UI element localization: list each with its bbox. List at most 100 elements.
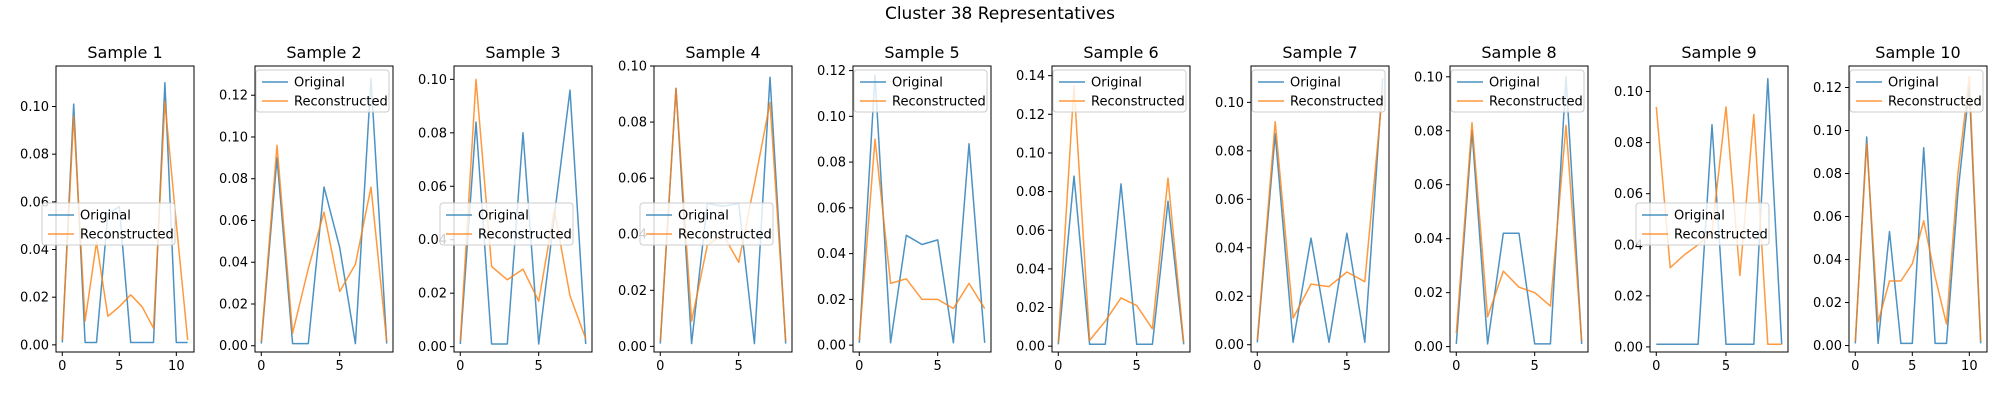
y-tick-label: 0.12 — [1813, 81, 1842, 96]
legend-label: Reconstructed — [294, 95, 388, 110]
y-tick-label: 0.04 — [817, 247, 846, 262]
legend-label: Original — [478, 209, 529, 224]
x-tick-label: 5 — [115, 359, 123, 374]
chart-panel-9: Sample 90.000.020.040.060.080.100 5Origin… — [1614, 43, 1789, 374]
y-tick-label: 0.00 — [1813, 339, 1842, 354]
y-tick-label: 0.06 — [1016, 224, 1045, 239]
legend-box — [439, 202, 574, 246]
legend: Original Reconstructed — [255, 69, 390, 113]
legend: Original Reconstructed — [1052, 69, 1187, 113]
legend-label: Reconstructed — [80, 228, 174, 243]
x-tick-label: 5 — [1133, 359, 1141, 374]
y-tick-label: 0.10 — [618, 60, 647, 75]
y-tick-label: 0.00 — [20, 338, 49, 353]
chart-panel-1: Sample 10.000.020.040.060.080.100 5 10Orig… — [20, 43, 195, 374]
legend-label: Reconstructed — [1888, 95, 1982, 110]
legend-label: Original — [1290, 76, 1341, 91]
y-tick-label: 0.04 — [1414, 232, 1443, 247]
series-line-original — [459, 89, 587, 345]
legend-label: Reconstructed — [1290, 95, 1384, 110]
chart-title: Sample 5 — [884, 43, 959, 62]
y-tick-label: 0.08 — [219, 172, 248, 187]
x-tick-label: 5 — [735, 359, 743, 374]
chart-panel-7: Sample 7 0.00 0.02 0.04 0.06 0.08 0.10 0 5 Origin… — [1215, 43, 1390, 374]
legend-box — [639, 202, 774, 246]
x-tick-label: 0 — [1652, 359, 1660, 374]
legend-box — [853, 69, 988, 113]
x-tick-label: 0 — [1452, 359, 1460, 374]
y-tick-label: 0.06 — [418, 180, 447, 195]
x-tick-label: 0 — [1851, 359, 1859, 374]
series-line-original — [1057, 175, 1185, 346]
series-line-reconstructed — [459, 78, 587, 342]
y-tick-label: 0.06 — [618, 172, 647, 187]
x-tick-label: 0 — [58, 359, 66, 374]
legend-box — [1251, 69, 1386, 113]
y-tick-label: 0.00 — [1016, 340, 1045, 355]
axes-frame — [1449, 65, 1589, 353]
y-tick-label: 0.00 — [1614, 340, 1643, 355]
y-tick-label: 0.06 — [1414, 178, 1443, 193]
y-tick-label: 0.08 — [20, 148, 49, 163]
chart-panel-6: Sample 6 0.00 0.02 0.04 0.06 0.08 0.10 0.12 0.14… — [1016, 43, 1191, 374]
legend-label: Reconstructed — [1091, 95, 1185, 110]
y-tick-label: 0.06 — [817, 201, 846, 216]
x-tick-label: 0 — [456, 359, 464, 374]
y-tick-label: 0.04 — [20, 243, 49, 258]
legend: Original Reconstructed — [41, 202, 176, 246]
y-tick-label: 0.06 — [1215, 193, 1244, 208]
y-tick-label: 0.00 — [618, 340, 647, 355]
legend: Original Reconstructed — [639, 202, 774, 246]
y-tick-label: 0.12 — [219, 89, 248, 104]
chart-panel-8: Sample 8 0.00 0.02 0.04 0.06 0.08 0.10 0 5 Origin… — [1414, 43, 1589, 374]
series-line-original — [858, 74, 986, 344]
y-tick-label: 0.02 — [418, 287, 447, 302]
axes-frame — [1250, 65, 1390, 353]
y-tick-label: 0.10 — [418, 73, 447, 88]
legend-label: Original — [294, 76, 345, 91]
legend-box — [1450, 69, 1585, 113]
y-tick-label: 0.10 — [1215, 96, 1244, 111]
x-tick-label: 10 — [1961, 359, 1978, 374]
y-tick-label: 0.12 — [1016, 108, 1045, 123]
legend-label: Original — [892, 76, 943, 91]
y-tick-label: 0.08 — [1414, 124, 1443, 139]
legend-box — [1849, 69, 1984, 113]
legend: Original Reconstructed — [1450, 69, 1585, 113]
legend-box — [1052, 69, 1187, 113]
y-tick-label: 0.10 — [1813, 124, 1842, 139]
y-tick-label: 0.04 — [1813, 253, 1842, 268]
series-line-reconstructed — [1256, 90, 1384, 340]
y-tick-label: 0.10 — [1614, 85, 1643, 100]
series-line-reconstructed — [858, 138, 986, 341]
x-tick-label: 0 — [257, 359, 265, 374]
y-tick-label: 0.00 — [817, 339, 846, 354]
y-tick-label: 0.08 — [1813, 167, 1842, 182]
chart-panel-4: Sample 40.000.020.040.060.080.100 5Origin… — [618, 43, 793, 374]
x-tick-label: 5 — [1722, 359, 1730, 374]
series-line-original — [1256, 78, 1384, 344]
y-tick-label: 0.08 — [1614, 136, 1643, 151]
series-line-reconstructed — [1854, 76, 1982, 342]
x-tick-label: 5 — [1908, 359, 1916, 374]
y-tick-label: 0.02 — [618, 284, 647, 299]
legend-label: Original — [678, 209, 729, 224]
y-tick-label: 0.00 — [1414, 340, 1443, 355]
chart-panel-2: Sample 2 0.00 0.02 0.04 0.06 0.08 0.10 0.12 0 5 Or… — [219, 43, 394, 374]
legend: Original Reconstructed — [1635, 202, 1770, 246]
y-tick-label: 0.02 — [20, 291, 49, 306]
chart-title: Sample 4 — [685, 43, 760, 62]
chart-title: Sample 3 — [485, 43, 560, 62]
x-tick-label: 0 — [855, 359, 863, 374]
figure-title: Cluster 38 Representatives — [884, 4, 1116, 24]
axes-frame — [254, 65, 394, 353]
axes-frame — [1848, 65, 1988, 353]
legend: Original Reconstructed — [853, 69, 988, 113]
legend-label: Reconstructed — [892, 95, 986, 110]
chart-title: Sample 10 — [1875, 43, 1960, 62]
series-line-original — [1854, 86, 1982, 345]
x-tick-label: 0 — [656, 359, 664, 374]
series-line-reconstructed — [61, 101, 189, 341]
x-tick-label: 5 — [1531, 359, 1539, 374]
